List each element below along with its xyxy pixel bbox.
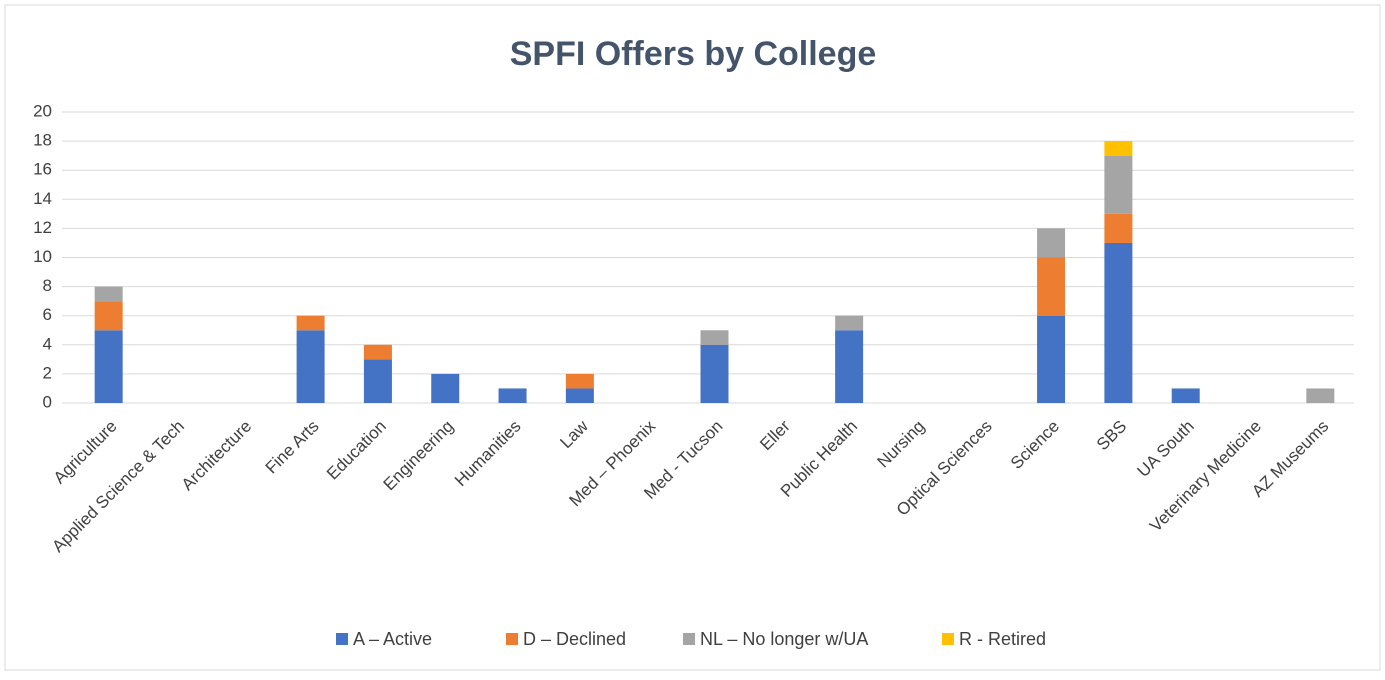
bar-segment [296,315,325,331]
bar-segment [1104,213,1133,243]
legend-swatch [942,633,954,645]
bar-segment [1104,242,1133,403]
y-tick-label: 4 [43,334,52,353]
bar-segment [1037,315,1066,403]
legend-swatch [683,633,695,645]
bar-segment [498,388,527,403]
y-tick-label: 8 [43,276,52,295]
bar-segment [565,388,594,403]
bar-segment [835,315,864,331]
y-tick-label: 12 [33,218,52,237]
bar-segment [363,359,392,403]
y-tick-label: 16 [33,160,52,179]
bar-segment [94,286,123,302]
legend-label: R - Retired [959,629,1046,649]
bar-segment [1104,155,1133,214]
bar-segment [835,330,864,403]
bar-segment [1037,257,1066,316]
y-tick-label: 14 [33,189,52,208]
bar-segment [363,344,392,360]
bar-segment [1104,141,1133,156]
bar-segment [565,373,594,389]
y-tick-label: 18 [33,131,52,150]
bar-segment [1306,388,1335,403]
bar-segment [94,330,123,403]
bar-segment [1037,228,1066,258]
y-tick-label: 6 [43,305,52,324]
bar-segment [700,330,729,345]
y-tick-label: 0 [43,392,52,411]
legend-label: D – Declined [523,629,626,649]
chart-title: SPFI Offers by College [510,35,877,73]
legend-label: NL – No longer w/UA [700,629,868,649]
bar-segment [94,301,123,331]
y-tick-label: 10 [33,247,52,266]
legend-swatch [336,633,348,645]
legend-label: A – Active [353,629,432,649]
bar-segment [1171,388,1200,403]
y-tick-label: 20 [33,101,52,120]
bar-segment [700,344,729,403]
y-tick-label: 2 [43,363,52,382]
bar-segment [431,373,460,403]
legend-swatch [506,633,518,645]
bar-segment [296,330,325,403]
chart-frame [4,4,1381,671]
